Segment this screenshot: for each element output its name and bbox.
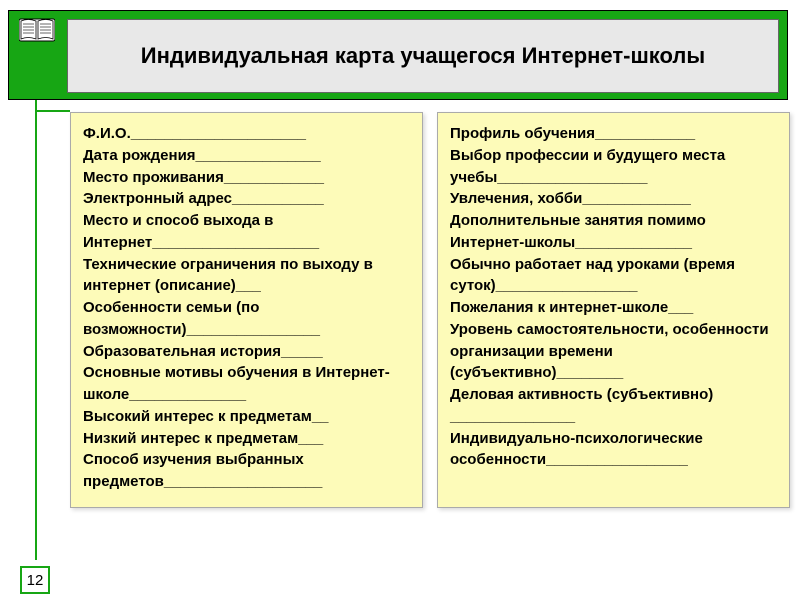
- field-line: Обычно работает над уроками (время суток…: [450, 254, 777, 298]
- right-column: Профиль обучения____________ Выбор профе…: [437, 112, 790, 508]
- field-line: Дополнительные занятия помимо Интернет-ш…: [450, 210, 777, 254]
- title-box: Индивидуальная карта учащегося Интернет-…: [67, 19, 779, 93]
- field-line: Выбор профессии и будущего места учебы__…: [450, 145, 777, 189]
- field-line: Образовательная история_____: [83, 341, 410, 363]
- field-line: Особенности семьи (по возможности)______…: [83, 297, 410, 341]
- field-line: Индивидуально-психологические особенност…: [450, 428, 777, 472]
- field-line: Пожелания к интернет-школе___: [450, 297, 777, 319]
- field-line: Высокий интерес к предметам__: [83, 406, 410, 428]
- field-line: Основные мотивы обучения в Интернет-школ…: [83, 362, 410, 406]
- field-line: Электронный адрес___________: [83, 188, 410, 210]
- connector-vertical: [35, 100, 37, 560]
- content-columns: Ф.И.О._____________________ Дата рождени…: [70, 112, 790, 508]
- field-line: Увлечения, хобби_____________: [450, 188, 777, 210]
- header-bar: Индивидуальная карта учащегося Интернет-…: [8, 10, 788, 100]
- field-line: Дата рождения_______________: [83, 145, 410, 167]
- page-number: 12: [20, 566, 50, 594]
- field-line: Место проживания____________: [83, 167, 410, 189]
- book-icon: [19, 17, 55, 43]
- field-line: Уровень самостоятельности, особенности о…: [450, 319, 777, 384]
- field-line: Низкий интерес к предметам___: [83, 428, 410, 450]
- field-line: Деловая активность (субъективно) _______…: [450, 384, 777, 428]
- field-line: Профиль обучения____________: [450, 123, 777, 145]
- left-column: Ф.И.О._____________________ Дата рождени…: [70, 112, 423, 508]
- field-line: Способ изучения выбранных предметов_____…: [83, 449, 410, 493]
- field-line: Ф.И.О._____________________: [83, 123, 410, 145]
- field-line: Технические ограничения по выходу в инте…: [83, 254, 410, 298]
- field-line: Место и способ выхода в Интернет________…: [83, 210, 410, 254]
- connector-horizontal: [35, 110, 70, 112]
- page-number-value: 12: [27, 572, 44, 589]
- page-title: Индивидуальная карта учащегося Интернет-…: [141, 43, 705, 69]
